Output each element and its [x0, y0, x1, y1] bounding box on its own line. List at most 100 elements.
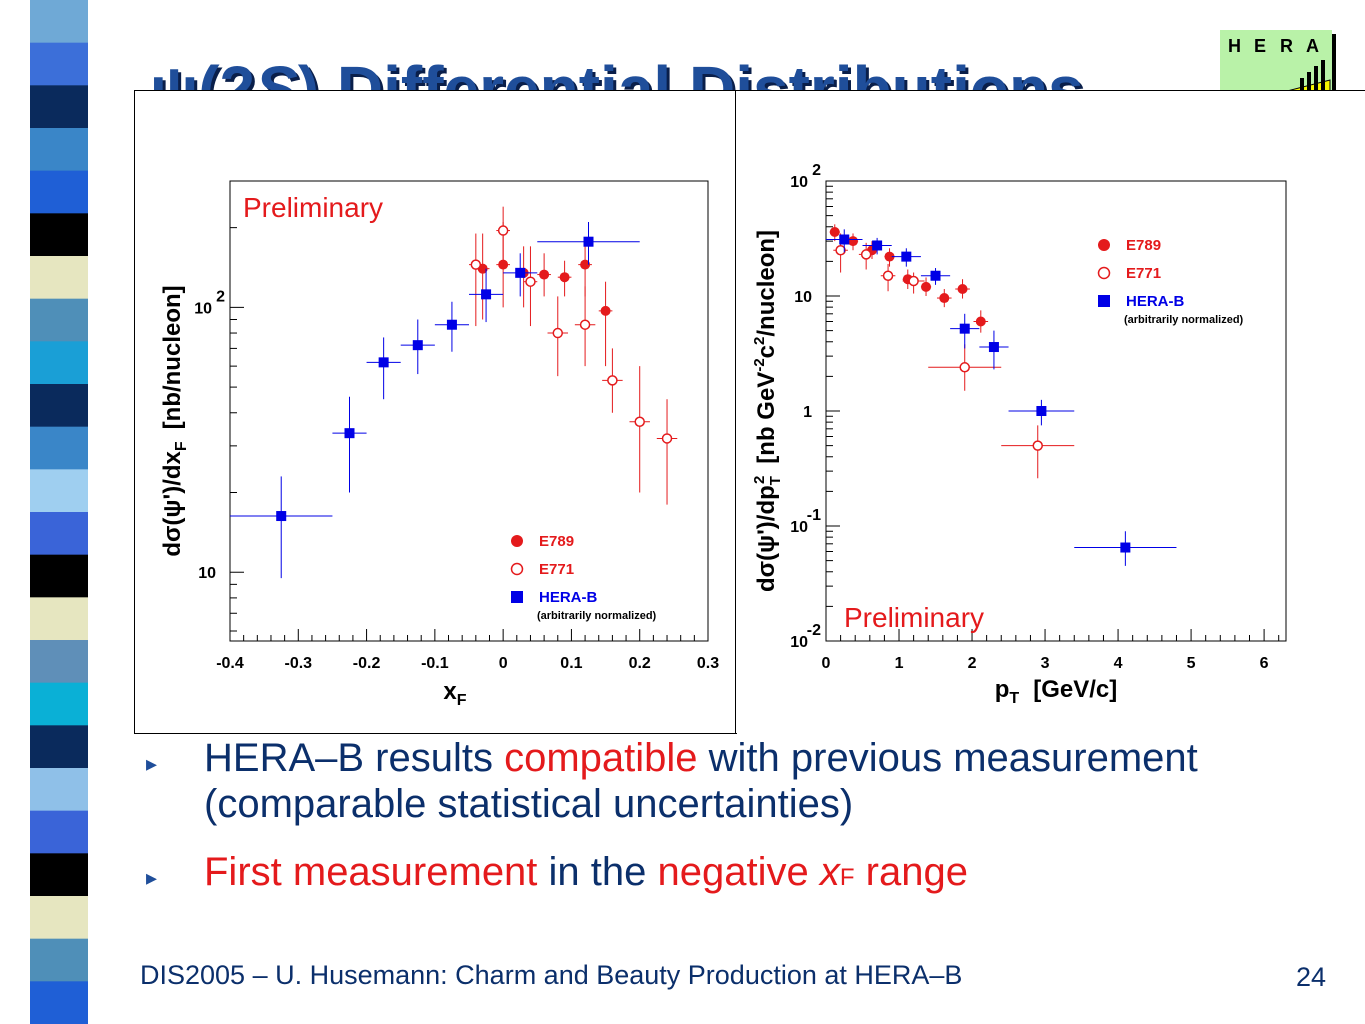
sidebar-stripe — [30, 298, 88, 342]
data-point — [580, 259, 591, 270]
sidebar-stripe — [30, 85, 88, 129]
legend-marker — [511, 591, 523, 603]
data-point — [539, 269, 550, 280]
series-e789 — [829, 224, 989, 333]
logo-letter-r: R — [1280, 36, 1293, 56]
bullet-2-part-1: First measurement — [204, 850, 538, 894]
y-tick-exponent: 2 — [216, 288, 225, 305]
legend-marker — [1097, 266, 1111, 280]
chart-pt: 0 1 2 3 4 5 610-210-1110102E789E771HERA-B(arbi… — [751, 162, 1287, 707]
data-point — [882, 270, 894, 281]
series-hera-b — [230, 222, 640, 579]
sidebar-stripe — [30, 896, 88, 940]
sidebar-stripe — [30, 256, 88, 300]
series-hera-b — [826, 229, 1177, 566]
bullet-2-part-6: range — [854, 850, 968, 894]
data-point — [344, 428, 355, 439]
x-tick-label: 6 — [1260, 655, 1269, 672]
x-tick-label: 0.3 — [697, 655, 719, 672]
sidebar-stripe — [30, 469, 88, 513]
bullet-2-part-2: in the — [537, 850, 658, 894]
sidebar-stripe — [30, 682, 88, 726]
bullet-1-part-1: HERA–B results — [204, 736, 505, 780]
bullet-1-part-3: with previous measurement (comparable st… — [204, 736, 1198, 826]
data-point — [921, 281, 932, 292]
slide-footer: DIS2005 – U. Husemann: Charm and Beauty … — [140, 960, 963, 990]
y-tick-label: 10 — [198, 565, 216, 582]
sidebar-stripe — [30, 725, 88, 769]
bullet-arrow-icon: ▸ — [146, 865, 158, 890]
x-tick-label: 0 — [822, 655, 831, 672]
x-tick-label: 5 — [1187, 655, 1196, 672]
x-axis-label: pT [GeV/c] — [995, 676, 1117, 707]
x-tick-label: 1 — [895, 655, 904, 672]
logo-letter-h: H — [1228, 36, 1241, 56]
legend-label: E789 — [539, 533, 574, 550]
sidebar-stripe — [30, 768, 88, 812]
legend-note: (arbitrarily normalized) — [1124, 314, 1244, 326]
data-point — [860, 249, 872, 260]
x-tick-label: 0.2 — [629, 655, 651, 672]
y-tick-label: 10 — [794, 289, 812, 306]
sidebar-stripe — [30, 981, 88, 1024]
preliminary-annotation: Preliminary — [844, 602, 984, 633]
data-point — [939, 293, 950, 304]
data-point — [839, 234, 850, 245]
series-e771 — [469, 206, 678, 505]
y-tick-label: 1 — [803, 404, 812, 421]
sidebar-stripe — [30, 597, 88, 641]
legend-marker — [510, 562, 524, 576]
y-axis-label: dσ(ψ')/dxF[nb/nucleon] — [159, 285, 190, 556]
data-point — [498, 259, 509, 270]
series-e771 — [833, 233, 1075, 479]
sidebar-stripe — [30, 213, 88, 257]
sidebar-stripe — [30, 853, 88, 897]
x-tick-label: -0.3 — [284, 655, 312, 672]
bullet-2-text: First measurement in the negative xF ran… — [204, 850, 968, 894]
data-point — [829, 227, 840, 238]
x-tick-label: -0.1 — [421, 655, 449, 672]
data-point — [661, 433, 673, 444]
legend: E789 E771 HERA-B (arbitrarily normalized) — [510, 533, 657, 622]
sidebar-stripe — [30, 42, 88, 86]
legend-marker — [1098, 239, 1110, 251]
sidebar-stripe — [30, 554, 88, 598]
bullet-2: ▸ First measurement in the negative xF r… — [140, 849, 1340, 901]
data-point — [835, 244, 846, 256]
data-point — [446, 319, 457, 330]
x-tick-label: 0.1 — [560, 655, 582, 672]
legend-label: E771 — [1126, 265, 1161, 282]
y-tick-exponent: 2 — [812, 162, 821, 179]
legend: E789 E771 HERA-B (arbitrarily normalized) — [1097, 237, 1244, 326]
data-point — [988, 342, 999, 353]
sidebar-stripe — [30, 426, 88, 470]
bullet-arrow-icon: ▸ — [146, 751, 158, 776]
y-axis-label: dσ(ψ')/dpT2[nb GeV-2c2/nucleon] — [751, 230, 784, 592]
data-point — [525, 276, 536, 287]
sidebar-decoration — [30, 0, 118, 1024]
logo-bar-3 — [1314, 66, 1318, 112]
data-point — [908, 275, 919, 287]
sidebar-stripe — [30, 938, 88, 982]
data-point — [957, 284, 968, 295]
data-point — [515, 267, 526, 278]
data-point — [276, 511, 287, 522]
sidebar-stripe — [30, 170, 88, 214]
logo-bar-4 — [1321, 60, 1325, 112]
y-tick-label: 10 — [790, 519, 808, 536]
sidebar-stripe — [30, 384, 88, 428]
chart-panel-xf: -0.4 -0.3 -0.2 -0.1 0 0.1 0.2 0.3 10 10 2 E789 E771 H… — [134, 90, 737, 734]
data-point — [412, 340, 423, 351]
data-point — [1032, 440, 1043, 451]
x-tick-label: 0 — [499, 655, 508, 672]
bullet-1: ▸ HERA–B results compatible with previou… — [140, 735, 1340, 827]
x-axis-label: xF — [443, 678, 466, 709]
bullet-1-part-2: compatible — [504, 736, 698, 780]
data-point — [848, 236, 859, 247]
bullet-2-part-5: F — [839, 864, 855, 891]
x-tick-label: 3 — [1041, 655, 1050, 672]
legend-marker — [511, 535, 523, 547]
x-tick-label: 2 — [968, 655, 977, 672]
logo-letter-a: A — [1306, 36, 1319, 56]
x-tick-label: -0.2 — [353, 655, 381, 672]
